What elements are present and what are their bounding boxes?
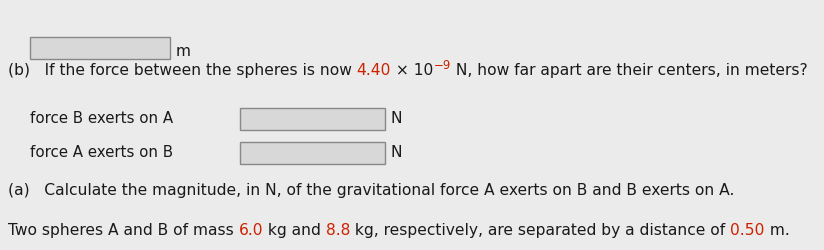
Text: Two spheres A and B of mass: Two spheres A and B of mass	[8, 222, 239, 237]
Bar	[240, 108, 385, 130]
Text: −9: −9	[433, 59, 451, 72]
Text: 8.8: 8.8	[325, 222, 350, 237]
Text: 6.0: 6.0	[239, 222, 263, 237]
Text: N, how far apart are their centers, in meters?: N, how far apart are their centers, in m…	[451, 63, 808, 78]
Text: 4.40: 4.40	[357, 63, 391, 78]
Text: m.: m.	[765, 222, 789, 237]
Text: 0.50: 0.50	[730, 222, 765, 237]
Text: × 10: × 10	[391, 63, 433, 78]
Text: (a)   Calculate the magnitude, in N, of the gravitational force A exerts on B an: (a) Calculate the magnitude, in N, of th…	[8, 182, 734, 197]
Text: (b)   If the force between the spheres is now: (b) If the force between the spheres is …	[8, 63, 357, 78]
Text: N: N	[391, 144, 402, 159]
Bar	[240, 142, 385, 164]
Text: N: N	[391, 110, 402, 126]
Text: kg, respectively, are separated by a distance of: kg, respectively, are separated by a dis…	[350, 222, 730, 237]
Text: force B exerts on A: force B exerts on A	[30, 110, 173, 126]
Text: kg and: kg and	[263, 222, 325, 237]
Text: m: m	[176, 44, 191, 59]
Text: force A exerts on B: force A exerts on B	[30, 144, 173, 159]
Bar	[30, 38, 170, 60]
